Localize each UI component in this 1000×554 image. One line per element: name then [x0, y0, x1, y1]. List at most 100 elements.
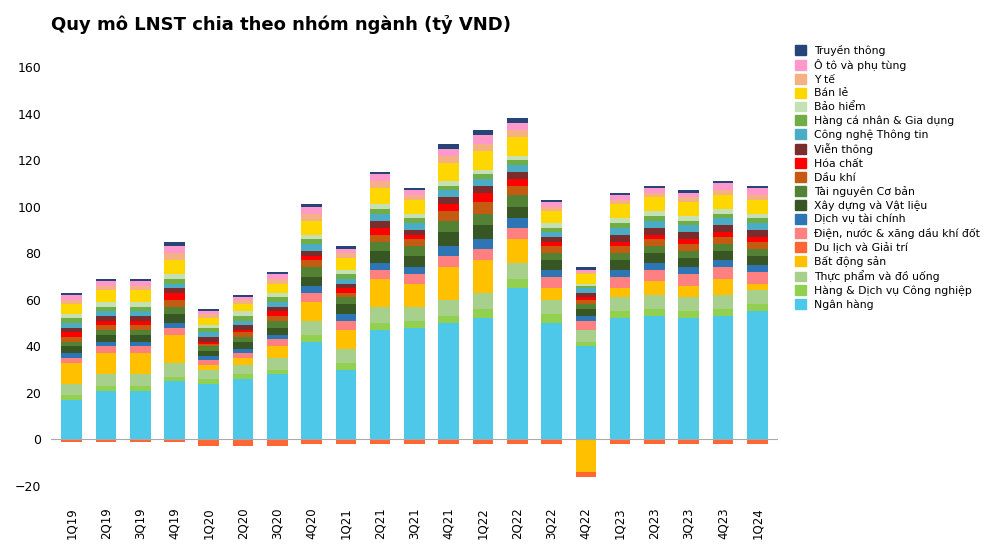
Bar — [610, 235, 630, 242]
Bar — [644, 281, 665, 295]
Bar — [404, 321, 425, 328]
Bar — [610, 297, 630, 311]
Bar — [404, 230, 425, 235]
Bar — [198, 344, 219, 346]
Bar — [644, 220, 665, 228]
Bar — [61, 363, 82, 383]
Bar — [747, 305, 768, 311]
Bar — [473, 174, 493, 179]
Bar — [438, 247, 459, 255]
Bar — [61, 353, 82, 358]
Bar — [678, 286, 699, 297]
Bar — [644, 270, 665, 281]
Bar — [541, 212, 562, 223]
Bar — [541, 202, 562, 207]
Bar — [541, 270, 562, 276]
Bar — [370, 228, 390, 235]
Legend: Truyền thông, Ô tô và phụ tùng, Y tế, Bán lẻ, Bảo hiểm, Hàng cá nhân & Gia dụng,: Truyền thông, Ô tô và phụ tùng, Y tế, Bá… — [790, 40, 985, 314]
Bar — [370, 439, 390, 444]
Bar — [713, 225, 733, 232]
Bar — [96, 391, 116, 439]
Bar — [678, 225, 699, 232]
Bar — [61, 383, 82, 395]
Bar — [233, 379, 253, 439]
Bar — [610, 276, 630, 288]
Bar — [507, 439, 528, 444]
Bar — [576, 293, 596, 297]
Bar — [198, 319, 219, 325]
Bar — [267, 328, 288, 335]
Bar — [507, 263, 528, 279]
Bar — [678, 319, 699, 439]
Bar — [301, 276, 322, 286]
Bar — [438, 316, 459, 323]
Bar — [438, 300, 459, 316]
Bar — [507, 218, 528, 228]
Bar — [301, 286, 322, 293]
Bar — [336, 348, 356, 363]
Bar — [130, 279, 151, 281]
Bar — [336, 249, 356, 253]
Bar — [370, 330, 390, 439]
Bar — [61, 400, 82, 439]
Bar — [644, 263, 665, 270]
Bar — [438, 255, 459, 267]
Bar — [370, 270, 390, 279]
Bar — [336, 284, 356, 288]
Bar — [267, 316, 288, 321]
Bar — [541, 228, 562, 232]
Bar — [164, 381, 185, 439]
Bar — [438, 162, 459, 181]
Bar — [96, 353, 116, 375]
Bar — [61, 323, 82, 328]
Bar — [473, 439, 493, 444]
Bar — [507, 123, 528, 130]
Bar — [610, 253, 630, 260]
Bar — [713, 316, 733, 439]
Bar — [267, 272, 288, 274]
Bar — [473, 202, 493, 214]
Bar — [61, 439, 82, 442]
Bar — [678, 267, 699, 274]
Bar — [678, 258, 699, 267]
Bar — [233, 321, 253, 325]
Bar — [233, 342, 253, 348]
Bar — [747, 439, 768, 444]
Bar — [507, 228, 528, 239]
Bar — [370, 188, 390, 204]
Bar — [507, 239, 528, 263]
Bar — [130, 286, 151, 290]
Bar — [507, 160, 528, 165]
Bar — [370, 181, 390, 188]
Bar — [198, 311, 219, 314]
Bar — [644, 193, 665, 197]
Bar — [130, 375, 151, 386]
Bar — [198, 379, 219, 383]
Bar — [164, 307, 185, 314]
Bar — [644, 186, 665, 188]
Bar — [198, 346, 219, 351]
Bar — [678, 191, 699, 193]
Bar — [610, 288, 630, 297]
Bar — [438, 232, 459, 247]
Bar — [130, 316, 151, 321]
Bar — [678, 297, 699, 311]
Bar — [610, 242, 630, 247]
Bar — [130, 290, 151, 302]
Bar — [336, 439, 356, 444]
Bar — [301, 220, 322, 235]
Bar — [438, 267, 459, 300]
Bar — [370, 323, 390, 330]
Bar — [576, 330, 596, 342]
Bar — [301, 439, 322, 444]
Bar — [576, 321, 596, 330]
Bar — [61, 342, 82, 346]
Bar — [130, 353, 151, 375]
Bar — [473, 151, 493, 170]
Bar — [644, 316, 665, 439]
Bar — [130, 325, 151, 330]
Bar — [370, 204, 390, 209]
Bar — [438, 186, 459, 191]
Bar — [610, 223, 630, 228]
Bar — [576, 439, 596, 472]
